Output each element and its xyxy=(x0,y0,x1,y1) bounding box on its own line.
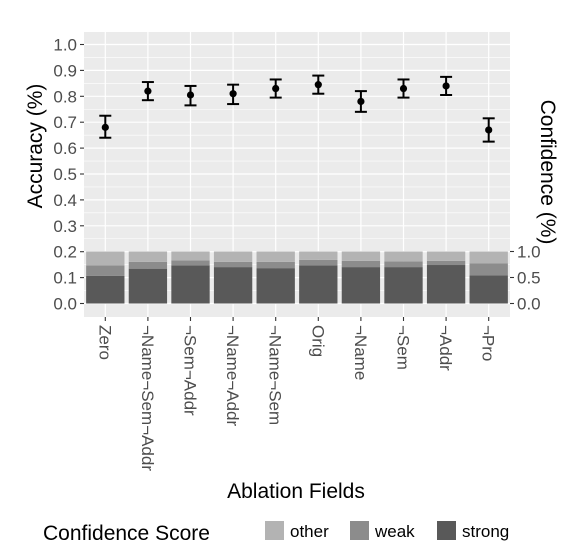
y2-axis-title: Confidence (%) xyxy=(536,100,559,245)
accuracy-point xyxy=(314,81,322,89)
confidence-bar-strong xyxy=(128,268,168,304)
x-tick-label: ¬Sem xyxy=(394,325,413,370)
accuracy-point xyxy=(186,91,195,99)
legend-title: Confidence Score xyxy=(43,522,210,545)
confidence-bar-other xyxy=(171,251,210,261)
confidence-bar-other xyxy=(341,251,381,261)
confidence-bar-other xyxy=(256,251,295,262)
x-tick-label: ¬Pro xyxy=(479,325,498,361)
x-tick-label: ¬Name¬Sem xyxy=(266,325,285,425)
confidence-bar-weak xyxy=(299,259,338,266)
accuracy-point xyxy=(229,90,237,98)
y-axis: 0.0 0.1 0.2 0.3 0.4 0.5 0.6 0.7 0.8 0.9 1.0 xyxy=(53,36,84,314)
y-tick-label: 0.4 xyxy=(53,191,77,210)
confidence-bar-weak xyxy=(341,260,381,268)
confidence-bar-other xyxy=(86,251,125,266)
accuracy-point xyxy=(272,84,280,93)
y-tick-label: 0.3 xyxy=(53,217,77,236)
legend-swatch-weak xyxy=(350,521,369,540)
x-tick-label: ¬Sem¬Addr xyxy=(181,325,200,416)
confidence-bar-strong xyxy=(299,265,338,304)
y-tick-label: 1.0 xyxy=(53,36,77,55)
confidence-bar-strong xyxy=(469,275,508,304)
y-tick-label: 0.9 xyxy=(53,61,77,80)
y2-tick-label: 1.0 xyxy=(517,243,541,262)
confidence-bar-other xyxy=(128,251,168,262)
x-tick-label: ¬Name¬Sem¬Addr xyxy=(138,325,157,471)
accuracy-points xyxy=(99,74,495,143)
legend-swatch-strong xyxy=(437,521,456,540)
confidence-bars xyxy=(86,251,508,304)
legend-label-weak: weak xyxy=(374,522,415,541)
y-axis-title: Accuracy (%) xyxy=(24,84,47,209)
y-tick-label: 0.6 xyxy=(53,139,77,158)
x-tick-label: ¬Addr xyxy=(436,325,455,371)
accuracy-point xyxy=(144,87,152,95)
legend-swatch-other xyxy=(265,521,284,540)
y-tick-label: 0.7 xyxy=(53,113,77,132)
x-tick-label: ¬Name¬Addr xyxy=(223,325,242,426)
y-tick-label: 0.5 xyxy=(53,165,77,184)
accuracy-point xyxy=(357,97,365,106)
x-axis-title: Ablation Fields xyxy=(227,480,365,503)
legend: Confidence Score other weak strong xyxy=(43,521,509,545)
confidence-bar-weak xyxy=(469,263,508,276)
y-tick-label: 0.0 xyxy=(53,295,77,314)
y-tick-label: 0.8 xyxy=(53,87,77,106)
y2-tick-label: 0.5 xyxy=(517,269,541,288)
confidence-bar-other xyxy=(426,251,466,261)
accuracy-point xyxy=(399,84,408,93)
confidence-bar-strong xyxy=(384,267,423,304)
legend-label-other: other xyxy=(290,522,329,541)
y-tick-label: 0.2 xyxy=(53,243,77,262)
y-tick-label: 0.1 xyxy=(53,269,77,288)
confidence-bar-strong xyxy=(86,275,125,304)
accuracy-point xyxy=(442,82,450,90)
x-tick-label: Orig xyxy=(308,325,327,357)
confidence-bar-weak xyxy=(213,261,253,268)
legend-label-strong: strong xyxy=(462,522,509,541)
accuracy-point xyxy=(485,126,493,134)
x-tick-label: ¬Name xyxy=(351,325,370,380)
confidence-bar-weak xyxy=(86,265,125,276)
x-tick-label: Zero xyxy=(95,325,114,360)
confidence-bar-other xyxy=(469,251,508,264)
confidence-bar-other xyxy=(299,251,338,260)
y2-tick-label: 0.0 xyxy=(517,295,541,314)
confidence-bar-weak xyxy=(128,261,168,269)
confidence-bar-other xyxy=(213,251,253,262)
confidence-bar-weak xyxy=(426,260,466,266)
confidence-bar-strong xyxy=(426,265,466,304)
confidence-bar-weak xyxy=(384,261,423,268)
accuracy-point xyxy=(101,123,109,131)
confidence-bar-strong xyxy=(171,265,210,304)
confidence-bar-strong xyxy=(213,267,253,304)
confidence-bar-other xyxy=(384,251,423,262)
confidence-bar-weak xyxy=(171,260,210,266)
confidence-bar-strong xyxy=(256,268,295,304)
y2-axis: 0.0 0.5 1.0 xyxy=(510,243,541,314)
x-axis: Zero ¬Name¬Sem¬Addr ¬Sem¬Addr ¬Name¬Addr ¬Na… xyxy=(95,317,498,471)
confidence-bar-weak xyxy=(256,261,295,269)
confidence-bar-strong xyxy=(341,267,381,304)
